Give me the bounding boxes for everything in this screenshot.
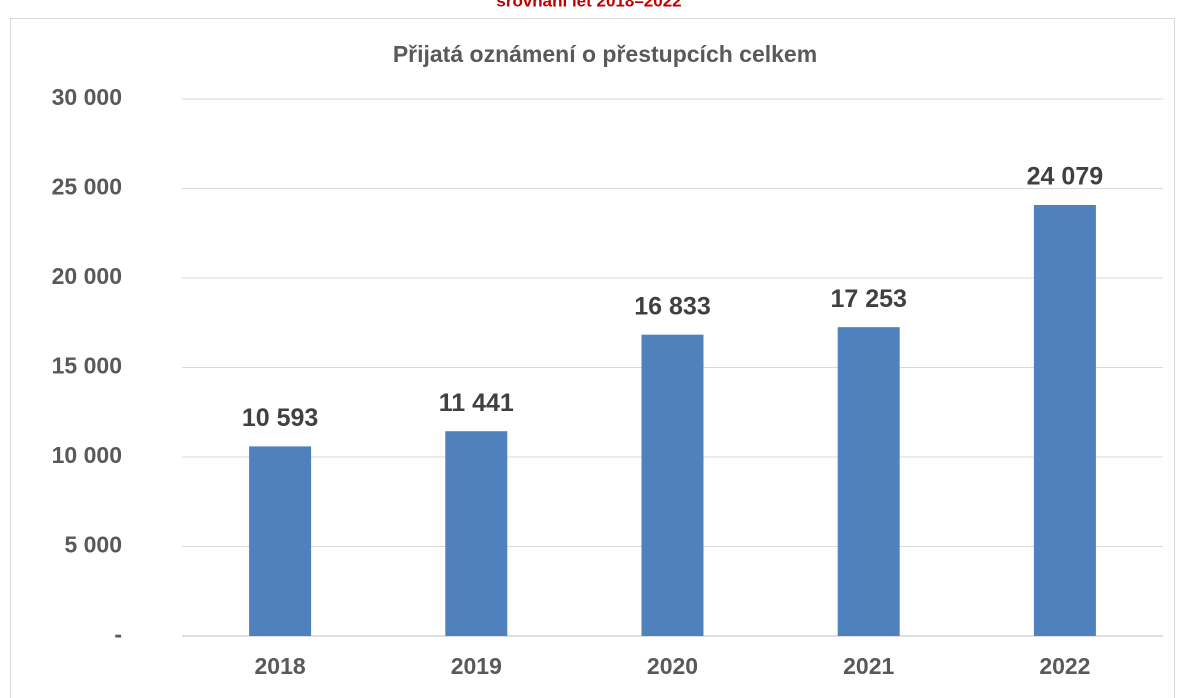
data-label: 11 441 bbox=[439, 389, 514, 417]
x-tick-label: 2019 bbox=[451, 653, 502, 679]
chart-title: Přijatá oznámení o přestupcích celkem bbox=[393, 41, 817, 67]
y-tick-label: 30 000 bbox=[52, 84, 122, 110]
x-tick-label: 2020 bbox=[647, 653, 698, 679]
y-tick-label: 15 000 bbox=[52, 353, 122, 379]
chart-frame bbox=[10, 18, 1175, 698]
data-label: 10 593 bbox=[242, 404, 318, 432]
x-tick-label: 2022 bbox=[1039, 653, 1090, 679]
x-tick-label: 2018 bbox=[255, 653, 306, 679]
y-tick-label: - bbox=[114, 621, 122, 647]
x-tick-label: 2021 bbox=[843, 653, 894, 679]
page-title: srovnání let 2018–2022 bbox=[496, 0, 681, 10]
y-tick-label: 25 000 bbox=[52, 174, 122, 200]
bar bbox=[445, 431, 508, 636]
bar bbox=[641, 334, 704, 636]
data-label: 24 079 bbox=[1027, 163, 1103, 191]
y-tick-label: 10 000 bbox=[52, 442, 122, 468]
y-tick-label: 20 000 bbox=[52, 263, 122, 289]
data-label: 17 253 bbox=[830, 285, 906, 313]
bar bbox=[837, 327, 900, 636]
bar bbox=[1033, 204, 1096, 636]
data-label: 16 833 bbox=[634, 292, 710, 320]
y-tick-label: 5 000 bbox=[64, 532, 122, 558]
bar bbox=[249, 446, 312, 636]
